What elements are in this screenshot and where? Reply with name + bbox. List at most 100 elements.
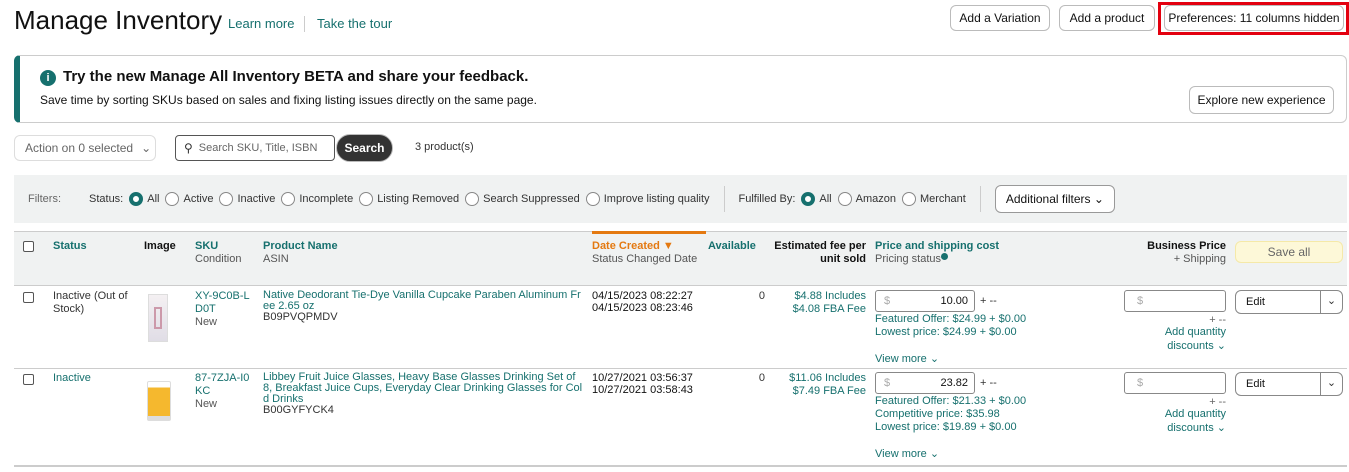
col-date-created[interactable]: Date Created ▼ — [592, 240, 674, 252]
view-more-link[interactable]: View more ⌄ — [875, 447, 939, 460]
date-created: 04/15/2023 08:22:27 — [592, 290, 693, 302]
fee-label-2: unit sold — [820, 253, 866, 265]
add-quantity-discounts-link[interactable]: Add quantity discounts ⌄ — [1120, 407, 1226, 435]
col-available[interactable]: Available — [708, 240, 756, 252]
select-all-checkbox[interactable] — [23, 241, 34, 252]
product-name-link[interactable]: Native Deodorant Tie-Dye Vanilla Cupcake… — [263, 289, 581, 312]
add-variation-button[interactable]: Add a Variation — [950, 5, 1050, 31]
product-image[interactable] — [148, 294, 168, 342]
col-product-name[interactable]: Product Name — [263, 240, 338, 252]
estimated-fee[interactable]: $4.88 Includes $4.08 FBA Fee — [770, 290, 866, 316]
table-row — [14, 287, 1347, 369]
status-option-label: All — [147, 192, 160, 205]
preferences-button[interactable]: Preferences: 11 columns hidden — [1164, 5, 1344, 31]
add-quantity-discounts-link[interactable]: Add quantity discounts ⌄ — [1120, 325, 1226, 353]
fulfilled-radio-0[interactable]: All — [795, 192, 832, 206]
qty-line-2: discounts — [1167, 422, 1214, 434]
fee-line-2: $4.08 FBA Fee — [792, 303, 866, 315]
radio-icon — [465, 192, 480, 206]
col-fee: Estimated fee per unit sold — [754, 240, 866, 266]
estimated-fee[interactable]: $11.06 Includes $7.49 FBA Fee — [770, 372, 866, 398]
product-image[interactable] — [147, 381, 171, 421]
sku-link[interactable]: XY-9C0B-LD0T — [195, 290, 250, 315]
col-pricing-status: Pricing status — [875, 253, 949, 265]
col-sku[interactable]: SKU — [195, 240, 219, 252]
status-radio-0[interactable]: All — [123, 192, 160, 206]
price-input[interactable]: $ 23.82 — [875, 372, 975, 394]
divider — [979, 186, 981, 212]
status-radio-5[interactable]: Search Suppressed — [459, 192, 580, 206]
search-button[interactable]: Search — [336, 134, 393, 162]
edit-button[interactable]: Edit — [1246, 378, 1265, 390]
status-option-label: Search Suppressed — [483, 192, 580, 205]
business-shipping: + -- — [1209, 396, 1226, 408]
filters-label: Filters: — [28, 193, 61, 205]
status-radio-6[interactable]: Improve listing quality — [580, 192, 710, 206]
row-checkbox[interactable] — [23, 292, 34, 303]
offers: Featured Offer: $24.99 + $0.00 Lowest pri… — [875, 313, 1026, 339]
row-checkbox[interactable] — [23, 374, 34, 385]
price-input[interactable]: $ 10.00 — [875, 290, 975, 312]
view-more-link[interactable]: View more ⌄ — [875, 352, 939, 365]
additional-filters-label: Additional filters — [1005, 192, 1091, 206]
qty-line-1: Add quantity — [1164, 326, 1226, 338]
add-product-button[interactable]: Add a product — [1059, 5, 1155, 31]
search-icon: ⚲ — [184, 141, 193, 155]
save-all-button[interactable]: Save all — [1235, 241, 1343, 263]
status-changed-date: 04/15/2023 08:23:46 — [592, 302, 693, 314]
col-image: Image — [144, 240, 176, 252]
row-status[interactable]: Inactive — [53, 372, 91, 384]
banner-title: Try the new Manage All Inventory BETA an… — [63, 68, 529, 85]
condition: New — [195, 398, 218, 410]
search-input[interactable]: ⚲ Search SKU, Title, ISBN — [175, 135, 335, 161]
edit-button[interactable]: Edit — [1246, 296, 1265, 308]
status-radio-1[interactable]: Active — [159, 192, 213, 206]
row-product: Libbey Fruit Juice Glasses, Heavy Base G… — [263, 372, 583, 416]
fulfilled-radio-2[interactable]: Merchant — [896, 192, 966, 206]
col-price[interactable]: Price and shipping cost — [875, 240, 1000, 252]
status-radio-2[interactable]: Inactive — [213, 192, 275, 206]
radio-icon — [901, 192, 916, 206]
edit-split-button: Edit ⌄ — [1235, 372, 1343, 396]
table-row — [14, 369, 1347, 466]
explore-new-experience-button[interactable]: Explore new experience — [1189, 86, 1334, 114]
asin: B00GYFYCK4 — [263, 404, 334, 416]
currency-symbol: $ — [884, 377, 891, 389]
status-radio-4[interactable]: Listing Removed — [353, 192, 459, 206]
edit-dropdown-button[interactable]: ⌄ — [1320, 373, 1342, 395]
sort-indicator — [592, 231, 706, 234]
business-price-input[interactable]: $ — [1124, 372, 1226, 394]
date-created-label: Date Created — [592, 240, 660, 252]
status-radio-3[interactable]: Incomplete — [275, 192, 353, 206]
fee-line-1: $11.06 Includes — [789, 372, 866, 384]
row-sku-block: 87-7ZJA-I0KC New — [195, 372, 250, 411]
chevron-down-icon: ⌄ — [141, 141, 152, 155]
currency-symbol: $ — [1137, 295, 1144, 307]
edit-split-button: Edit ⌄ — [1235, 290, 1343, 314]
take-tour-link[interactable]: Take the tour — [317, 16, 393, 31]
col-status[interactable]: Status — [53, 240, 87, 252]
status-filter-label: Status: — [89, 193, 124, 205]
info-icon[interactable] — [941, 253, 949, 260]
chevron-down-icon: ⌄ — [1326, 295, 1337, 307]
product-name-link[interactable]: Libbey Fruit Juice Glasses, Heavy Base G… — [263, 371, 583, 405]
currency-symbol: $ — [1137, 377, 1144, 389]
fulfilled-radio-1[interactable]: Amazon — [832, 192, 896, 206]
edit-dropdown-button[interactable]: ⌄ — [1320, 291, 1342, 313]
col-asin: ASIN — [263, 253, 289, 265]
product-count: 3 product(s) — [415, 141, 474, 153]
offer-text: Featured Offer: $24.99 + $0.00 — [875, 313, 1027, 325]
status-option-label: Improve listing quality — [603, 192, 710, 205]
bulk-action-dropdown[interactable]: Action on 0 selected ⌄ — [14, 135, 156, 161]
shipping-cost: + -- — [980, 295, 997, 307]
learn-more-link[interactable]: Learn more — [228, 16, 295, 31]
status-changed-date: 10/27/2021 03:58:43 — [592, 384, 693, 396]
business-price-input[interactable]: $ — [1124, 290, 1226, 312]
additional-filters-button[interactable]: Additional filters ⌄ — [994, 185, 1115, 213]
row-divider — [14, 466, 1347, 467]
radio-icon — [837, 192, 852, 206]
price-value: 23.82 — [940, 377, 968, 389]
sku-link[interactable]: 87-7ZJA-I0KC — [195, 372, 250, 397]
qty-line-1: Add quantity — [1164, 408, 1226, 420]
business-shipping: + -- — [1209, 314, 1226, 326]
